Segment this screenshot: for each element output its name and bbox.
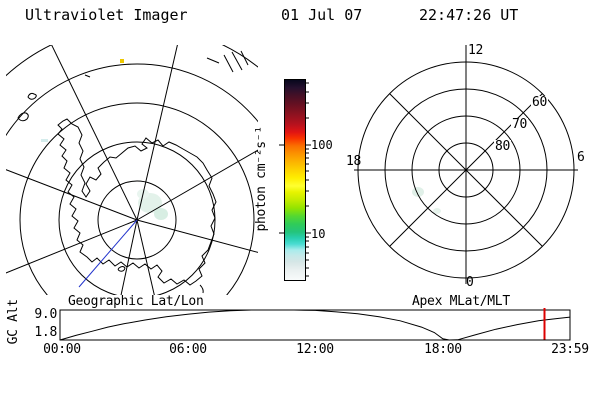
colorbar-tick-100: 100 [311, 138, 333, 152]
time-label: 22:47:26 UT [419, 6, 519, 24]
colorbar-tick-10: 10 [311, 227, 326, 241]
ytick-min: 1.8 [34, 325, 57, 340]
mlat-ring-label-80: 80 [494, 139, 512, 154]
antarctica-coastline [57, 118, 217, 286]
map-meridians [6, 45, 258, 295]
apex-mlt-spokes [354, 45, 578, 284]
gc-alt-strip-chart [59, 308, 571, 341]
xtick-1800: 18:00 [424, 342, 462, 357]
xtick-0000: 00:00 [43, 342, 81, 357]
apex-polar-plot [354, 45, 578, 284]
apex-panel-title: Apex MLat/MLT [412, 294, 510, 309]
map-islands [17, 50, 249, 294]
apex-airglow-smudge [412, 187, 441, 214]
colorbar-units-label: photon cm⁻²s⁻¹ [254, 126, 270, 232]
gc-alt-curve [59, 309, 571, 341]
strip-chart-ylabel: GC Alt [6, 299, 22, 345]
xtick-1200: 12:00 [296, 342, 334, 357]
status-glat-glon: GLat: −79.4 GLon: 341.1 [488, 366, 571, 400]
mlt-label-0: 0 [466, 275, 474, 290]
event-marker-dot [120, 59, 124, 63]
mlat-ring-label-60: 60 [531, 95, 549, 110]
ytick-max: 9.0 [34, 307, 57, 322]
mlt-label-6: 6 [577, 150, 585, 165]
geographic-panel-title: Geographic Lat/Lon [68, 294, 204, 309]
strip-chart-frame [59, 309, 571, 341]
date-label: 01 Jul 07 [281, 6, 363, 24]
status-door-gain: Door: Open Gain: 14 [125, 366, 200, 400]
mlt-label-12: 12 [468, 43, 484, 58]
xtick-2359: 23:59 [551, 342, 589, 357]
status-mode-dsp: Mode: Normal Dsp: 2.2 [247, 366, 337, 400]
xtick-0600: 06:00 [169, 342, 207, 357]
status-flt-ip: Flt: LBHL IP: 36.0 [8, 366, 76, 400]
status-gcalt-seq: GC Alt: 7.5 Re Seq: 39 [363, 366, 468, 400]
mlat-ring-label-70: 70 [511, 117, 529, 132]
orbit-track-line [78, 219, 138, 288]
app-title: Ultraviolet Imager [25, 6, 188, 24]
map-latitude-circles [6, 45, 258, 295]
geographic-map [6, 45, 258, 295]
mlt-label-18: 18 [346, 154, 362, 169]
colorbar-ticks [279, 82, 311, 277]
